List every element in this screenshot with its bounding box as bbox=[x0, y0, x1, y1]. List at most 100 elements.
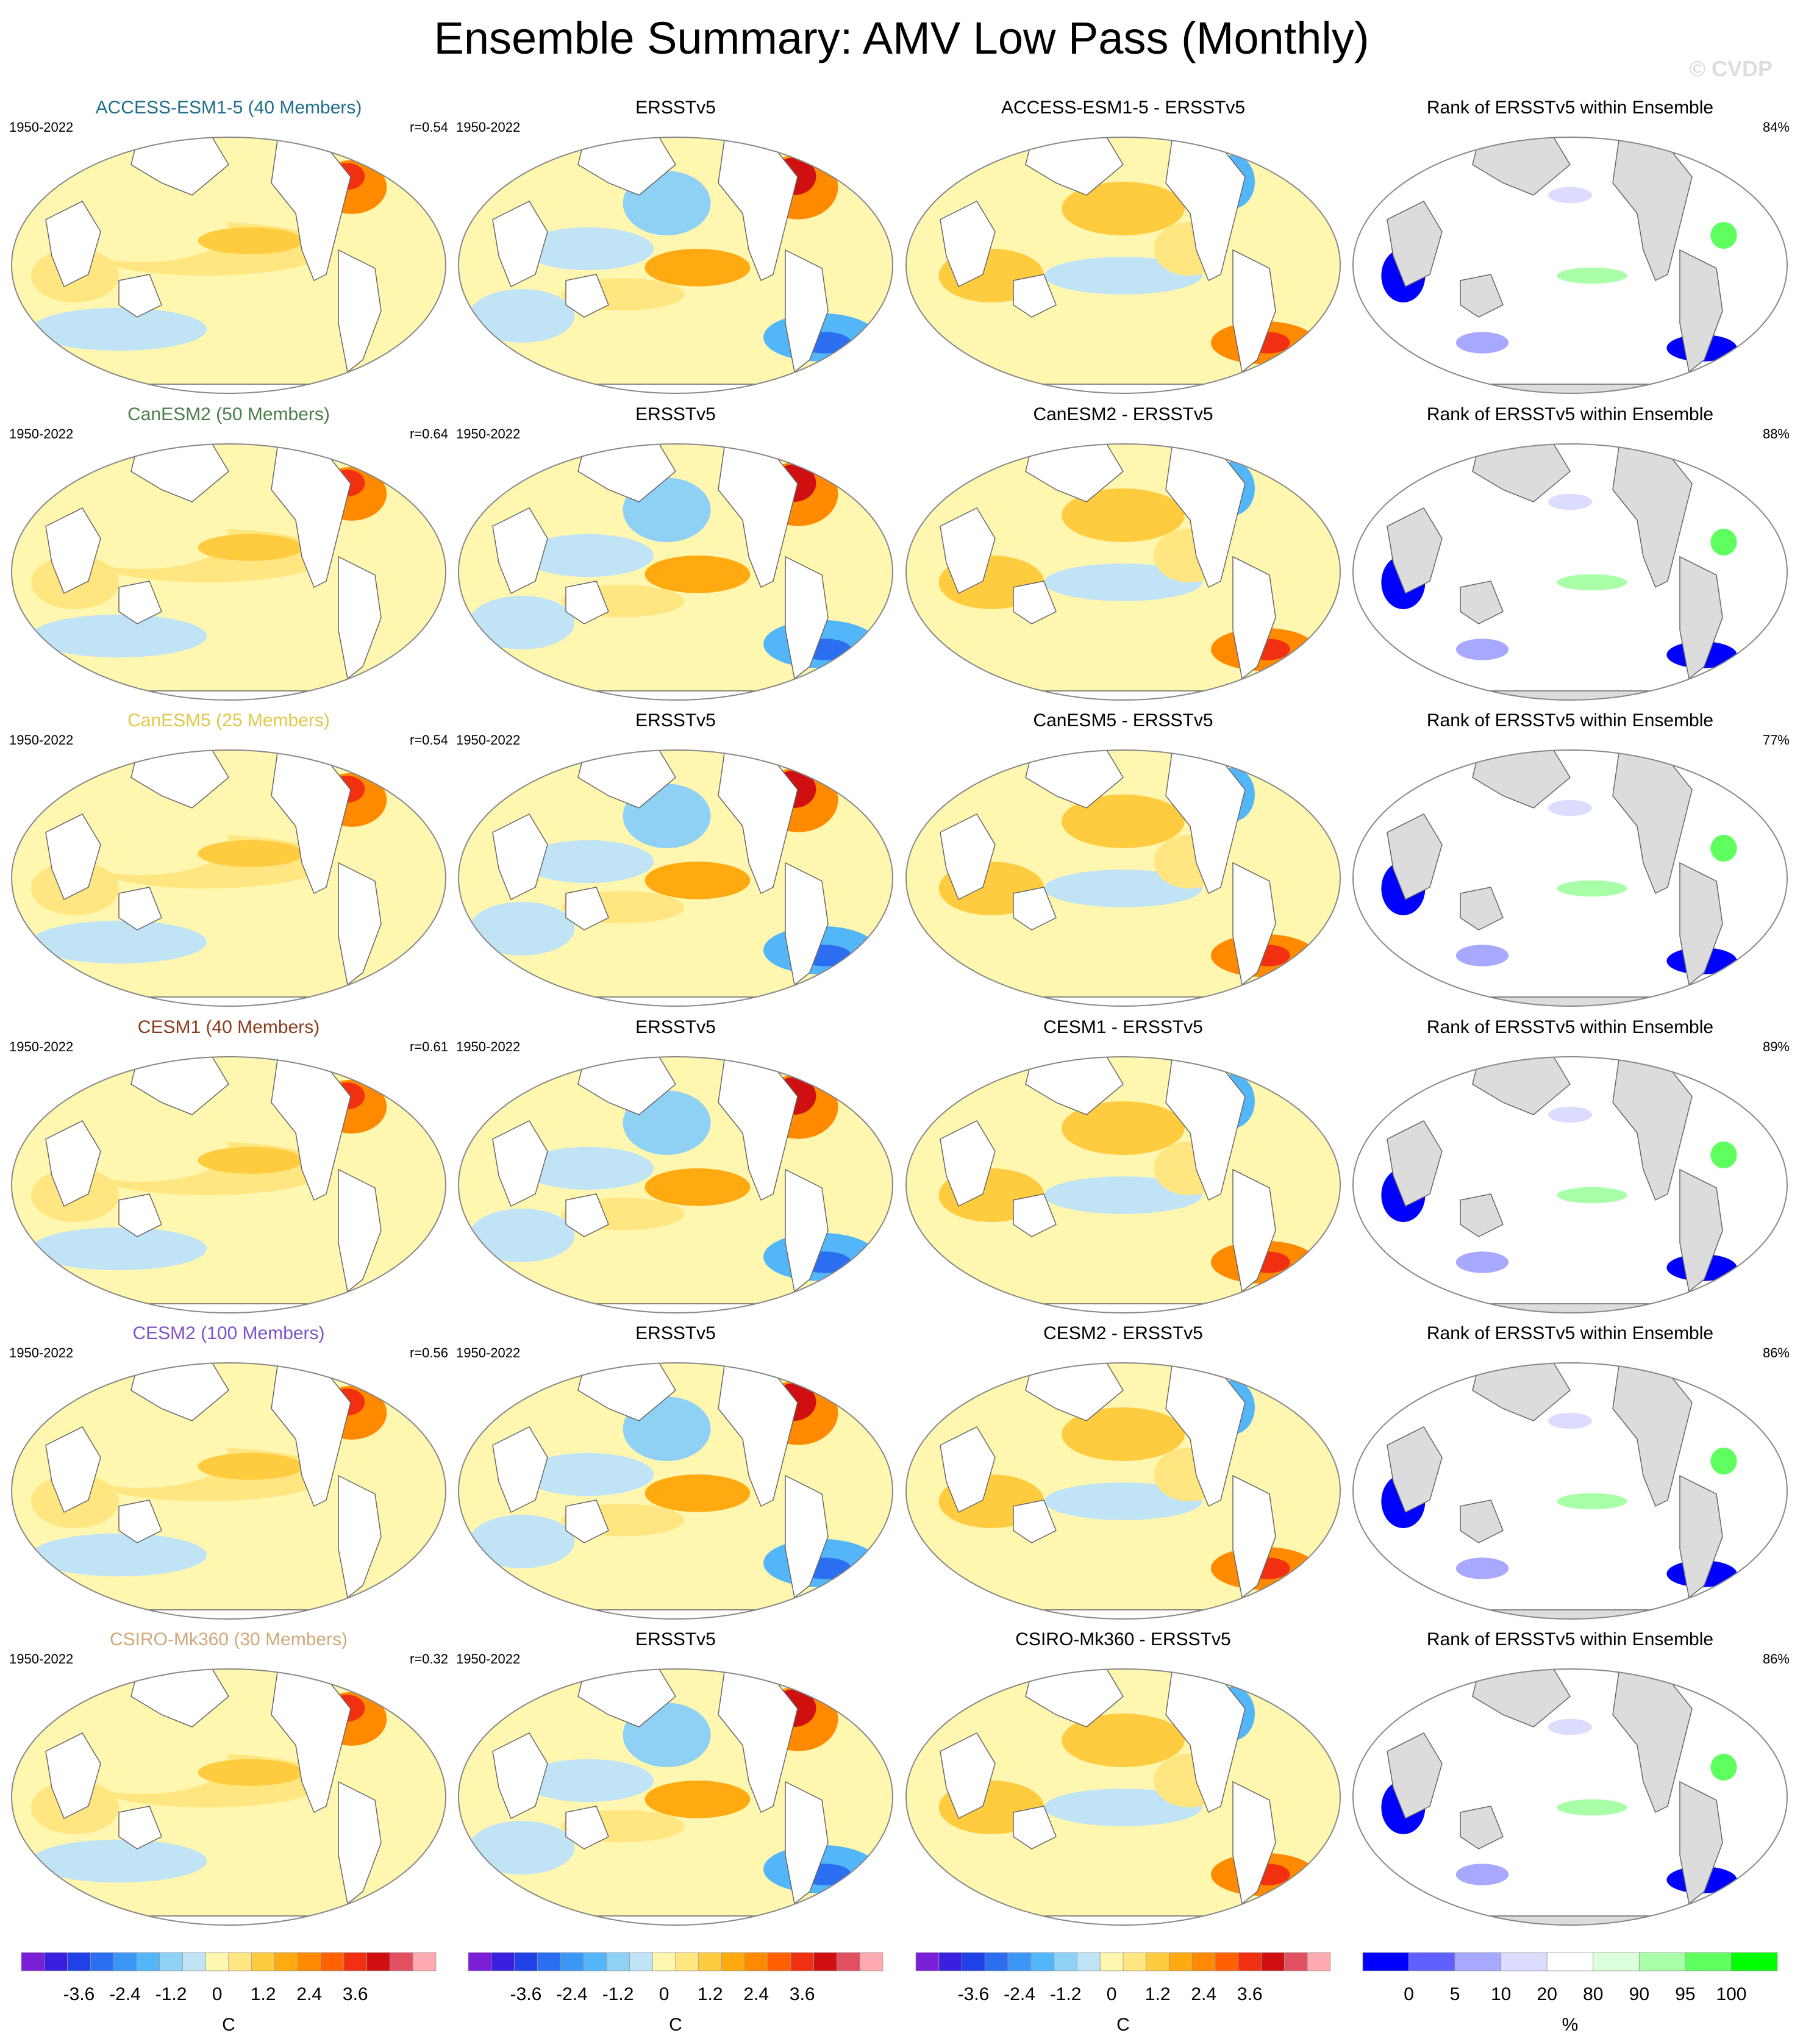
land-mass bbox=[583, 996, 774, 1006]
colorbar-swatch bbox=[159, 1952, 183, 1971]
anomaly-region bbox=[198, 1146, 304, 1174]
land-mass bbox=[1387, 201, 1443, 288]
colorbar-tick: -3.6 bbox=[957, 1984, 990, 2004]
map-border bbox=[1352, 137, 1788, 394]
colorbar-tick: 95 bbox=[1675, 1984, 1696, 2004]
colorbar-sst-obs: -3.6 -2.4 -1.2 0 1.2 2.4 3.6 C bbox=[456, 1946, 895, 2044]
land-mass bbox=[1612, 1365, 1693, 1507]
land-mass bbox=[136, 1303, 327, 1313]
colorbar-swatch bbox=[390, 1952, 413, 1971]
land-mass bbox=[1025, 750, 1124, 809]
colorbar-swatch bbox=[1054, 1952, 1077, 1971]
panel-rank: Rank of ERSSTv5 within Ensemble 89% bbox=[1351, 1017, 1790, 1322]
panel-title: CSIRO-Mk360 (30 Members) bbox=[109, 1629, 348, 1649]
map-border bbox=[905, 749, 1341, 1007]
land-mass bbox=[136, 1915, 327, 1925]
panel-title: Rank of ERSSTv5 within Ensemble bbox=[1426, 1629, 1714, 1649]
anomaly-region bbox=[522, 1759, 654, 1803]
land-mass bbox=[583, 1609, 774, 1619]
colorbar-swatch bbox=[412, 1952, 437, 1971]
panel-title: CanESM5 (25 Members) bbox=[127, 710, 330, 731]
colorbar-tick: -2.4 bbox=[556, 1984, 588, 2004]
colorbar-swatch bbox=[915, 1952, 940, 1971]
land-mass bbox=[45, 1732, 101, 1820]
land-mass bbox=[1030, 384, 1222, 393]
map-obs-4 bbox=[458, 1362, 893, 1620]
land-mass bbox=[1472, 1669, 1571, 1728]
anomaly-region bbox=[522, 227, 654, 271]
map-border bbox=[1352, 1362, 1788, 1620]
correlation-label: r=0.54 bbox=[410, 120, 448, 135]
colorbar-swatch bbox=[1501, 1952, 1548, 1971]
land-mass bbox=[940, 1120, 996, 1207]
land-mass bbox=[1387, 1120, 1443, 1207]
land-mass bbox=[1387, 1732, 1443, 1820]
panel-obs: ERSSTv5 1950-2022 bbox=[456, 710, 895, 1015]
map-border bbox=[458, 1668, 893, 1926]
land-mass bbox=[338, 1168, 382, 1293]
map-model-5 bbox=[11, 1668, 446, 1926]
colorbar-tick: 3.6 bbox=[1237, 1984, 1263, 2004]
panel-diff: CESM1 - ERSSTv5 bbox=[904, 1017, 1343, 1322]
panel-model: ACCESS-ESM1-5 (40 Members) 1950-2022 r=0.5… bbox=[9, 98, 448, 402]
period-label: 1950-2022 bbox=[9, 1651, 74, 1667]
land-mass bbox=[136, 1609, 327, 1619]
land-mass bbox=[718, 1671, 798, 1814]
land-mass bbox=[565, 581, 609, 624]
colorbar-tick: 3.6 bbox=[789, 1984, 815, 2004]
land-mass bbox=[130, 1669, 229, 1728]
colorbar-swatch bbox=[962, 1952, 985, 1971]
panel-title: CanESM5 - ERSSTv5 bbox=[1033, 710, 1213, 731]
anomaly-region bbox=[1557, 574, 1627, 591]
colorbar-tick: -1.2 bbox=[1049, 1984, 1082, 2004]
land-mass bbox=[1679, 556, 1723, 680]
land-mass bbox=[1232, 556, 1276, 680]
anomaly-region bbox=[31, 307, 207, 351]
land-mass bbox=[940, 1426, 996, 1513]
land-mass bbox=[492, 201, 548, 288]
land-mass bbox=[1232, 862, 1276, 986]
colorbar-swatch bbox=[343, 1952, 368, 1971]
land-mass bbox=[271, 1365, 351, 1507]
panel-title: Rank of ERSSTv5 within Ensemble bbox=[1426, 98, 1714, 118]
colorbar-swatch bbox=[468, 1952, 492, 1971]
map-model-1 bbox=[11, 443, 446, 701]
anomaly-region bbox=[198, 840, 304, 867]
colorbar-swatch bbox=[1284, 1952, 1308, 1971]
period-label: 1950-2022 bbox=[456, 1345, 521, 1360]
anomaly-region bbox=[1557, 1187, 1627, 1204]
anomaly-region bbox=[1455, 638, 1509, 660]
map-border bbox=[1352, 1668, 1788, 1926]
colorbar-swatch bbox=[1215, 1952, 1239, 1971]
map-border bbox=[905, 1668, 1341, 1926]
anomaly-region bbox=[644, 862, 751, 899]
land-mass bbox=[1025, 444, 1124, 502]
land-mass bbox=[1612, 752, 1693, 895]
colorbar-unit: C bbox=[222, 2015, 235, 2035]
anomaly-region bbox=[1062, 795, 1185, 848]
land-mass bbox=[271, 446, 351, 588]
anomaly-region bbox=[991, 1538, 1123, 1571]
land-mass bbox=[577, 1057, 676, 1115]
colorbar-swatch bbox=[984, 1952, 1009, 1971]
colorbar-tick: 2.4 bbox=[296, 1984, 323, 2004]
land-mass bbox=[1165, 1365, 1246, 1507]
colorbar-swatch bbox=[251, 1952, 275, 1971]
land-mass bbox=[1030, 1915, 1222, 1925]
period-label: 1950-2022 bbox=[456, 120, 521, 135]
period-label: 1950-2022 bbox=[9, 732, 74, 748]
land-mass bbox=[785, 249, 829, 373]
map-border bbox=[1352, 1056, 1788, 1313]
colorbar-swatch bbox=[491, 1952, 515, 1971]
land-mass bbox=[1013, 1193, 1057, 1237]
rank-percent-label: 88% bbox=[1762, 426, 1790, 441]
panel-title: CESM2 (100 Members) bbox=[132, 1323, 325, 1343]
land-mass bbox=[118, 1806, 162, 1849]
anomaly-region bbox=[991, 620, 1123, 652]
land-mass bbox=[338, 862, 382, 986]
colorbar-swatch bbox=[1454, 1952, 1502, 1971]
anomaly-region bbox=[644, 1168, 751, 1206]
land-mass bbox=[1472, 1057, 1571, 1115]
colorbar-rank: 0 5 10 20 80 90 95 100% bbox=[1351, 1946, 1790, 2044]
colorbar-unit: C bbox=[1116, 2015, 1130, 2035]
